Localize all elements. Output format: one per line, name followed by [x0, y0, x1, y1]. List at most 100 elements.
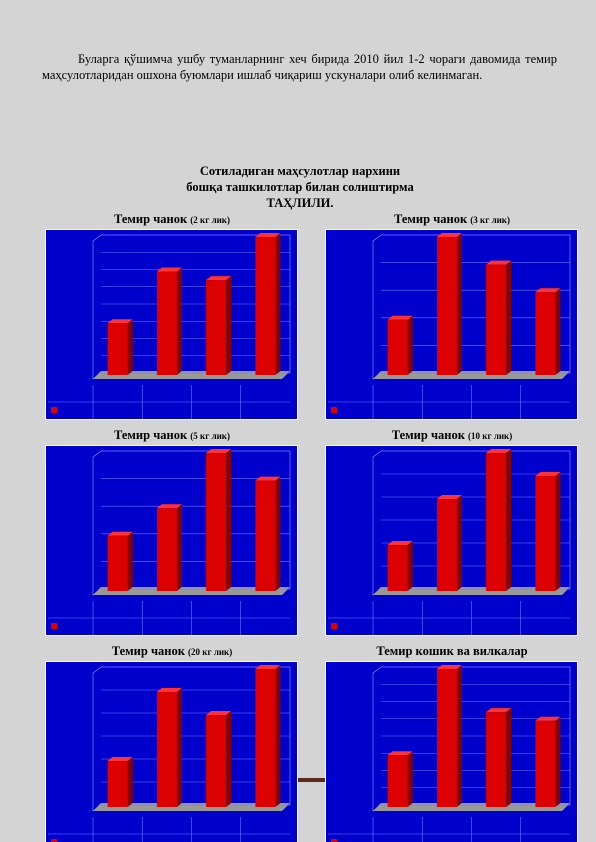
bar-side: [127, 757, 133, 807]
bar: [535, 476, 556, 591]
chart-title-text: Темир чанок: [114, 428, 188, 442]
bar-side: [275, 665, 281, 807]
bar: [486, 264, 507, 375]
bar: [255, 669, 276, 807]
bar: [107, 535, 128, 591]
heading-line: Сотиладиган маҳсулотлар нархини: [199, 164, 401, 178]
chart-title-text: Темир чанок: [391, 428, 465, 442]
chart-title-text: Темир чанок: [114, 212, 188, 226]
bar-side: [456, 233, 462, 375]
bar: [486, 453, 507, 591]
bar: [436, 237, 457, 375]
bar-top: [535, 288, 561, 293]
bar-top: [107, 531, 133, 536]
bar: [156, 271, 177, 375]
bar: [535, 292, 556, 375]
paragraph: Буларга қўшимча ушбу туманларнинг хеч би…: [42, 52, 557, 82]
chart-title: Темир чанок (10 кг лик): [317, 428, 587, 443]
legend-key: [51, 839, 57, 842]
chart: 8 500,09 000,09 500,010 000,010 500,011 …: [325, 229, 578, 420]
bar-top: [255, 476, 281, 481]
bar-top: [206, 449, 232, 453]
bar-top: [486, 708, 512, 713]
bar: [387, 545, 408, 591]
chart: 440,0460,0480,0500,0520,0540,0560,0580,0…: [325, 661, 578, 842]
legend-key: [331, 407, 337, 413]
rule-line: [78, 778, 556, 782]
bar: [206, 280, 227, 375]
bar-top: [436, 665, 462, 669]
bar-side: [407, 541, 413, 591]
bar: [255, 237, 276, 375]
bar: [107, 323, 128, 375]
chart-title-text: Темир кошик ва вилкалар: [376, 644, 528, 658]
chart-title-text: Темир чанок: [394, 212, 468, 226]
bar-side: [456, 495, 462, 591]
bar-top: [387, 751, 413, 756]
chart-title: Темир кошик ва вилкалар: [317, 644, 587, 659]
bar-side: [176, 267, 182, 375]
chart: 13 500,014 000,014 500,015 000,015 500,0…: [45, 445, 298, 636]
legend-key: [51, 623, 57, 629]
legend-key: [331, 839, 337, 842]
heading-line: бошқа ташкилотлар билан солиштирма: [186, 180, 414, 194]
bar-side: [127, 319, 133, 375]
bar-top: [535, 472, 561, 476]
chart-subtitle: (10 кг лик): [468, 431, 513, 441]
bar-side: [275, 233, 281, 375]
chart-subtitle: (3 кг лик): [470, 215, 510, 225]
bar: [156, 508, 177, 591]
bar-top: [156, 267, 182, 272]
bar-top: [206, 276, 232, 281]
bar-top: [436, 495, 462, 499]
bar: [387, 319, 408, 375]
bar-side: [275, 476, 281, 591]
chart-subtitle: (5 кг лик): [190, 431, 230, 441]
bar-side: [226, 449, 232, 591]
bar-top: [107, 319, 133, 324]
bar-side: [176, 688, 182, 807]
bar-side: [226, 276, 232, 375]
bar-side: [506, 260, 512, 375]
bar-top: [535, 716, 561, 721]
chart-title: Темир чанок (3 кг лик): [317, 212, 587, 227]
bar-top: [436, 233, 462, 237]
bar-side: [506, 449, 512, 591]
bar-side: [176, 504, 182, 591]
bar-top: [206, 711, 232, 715]
bar-side: [555, 472, 561, 591]
chart-subtitle: (20 кг лик): [188, 647, 233, 657]
bar-side: [127, 531, 133, 591]
chart-title-text: Темир чанок: [111, 644, 185, 658]
chart-title: Темир чанок (5 кг лик): [37, 428, 307, 443]
bar: [436, 669, 457, 807]
bar-side: [407, 751, 413, 807]
bar: [535, 720, 556, 807]
bar-top: [387, 541, 413, 545]
bar: [206, 715, 227, 807]
bar: [255, 480, 276, 591]
bar: [486, 712, 507, 807]
bar-top: [387, 315, 413, 320]
legend-key: [331, 623, 337, 629]
bar-side: [456, 665, 462, 807]
bar-side: [506, 708, 512, 807]
chart-subtitle: (2 кг лик): [190, 215, 230, 225]
bar-side: [555, 288, 561, 375]
bar-top: [156, 688, 182, 692]
bar-top: [255, 233, 281, 237]
heading-line: ТАҲЛИЛИ.: [266, 196, 334, 210]
bar: [206, 453, 227, 591]
bar-top: [486, 449, 512, 453]
bar: [387, 755, 408, 807]
bar-top: [255, 665, 281, 669]
bar-top: [107, 757, 133, 761]
legend-key: [51, 407, 57, 413]
bar-side: [555, 716, 561, 807]
bar: [436, 499, 457, 591]
chart-title: Темир чанок (2 кг лик): [37, 212, 307, 227]
chart: 27 000,027 500,028 000,028 500,029 000,0…: [325, 445, 578, 636]
bar: [107, 761, 128, 807]
chart-title: Темир чанок (20 кг лик): [37, 644, 307, 659]
bar-side: [407, 315, 413, 375]
